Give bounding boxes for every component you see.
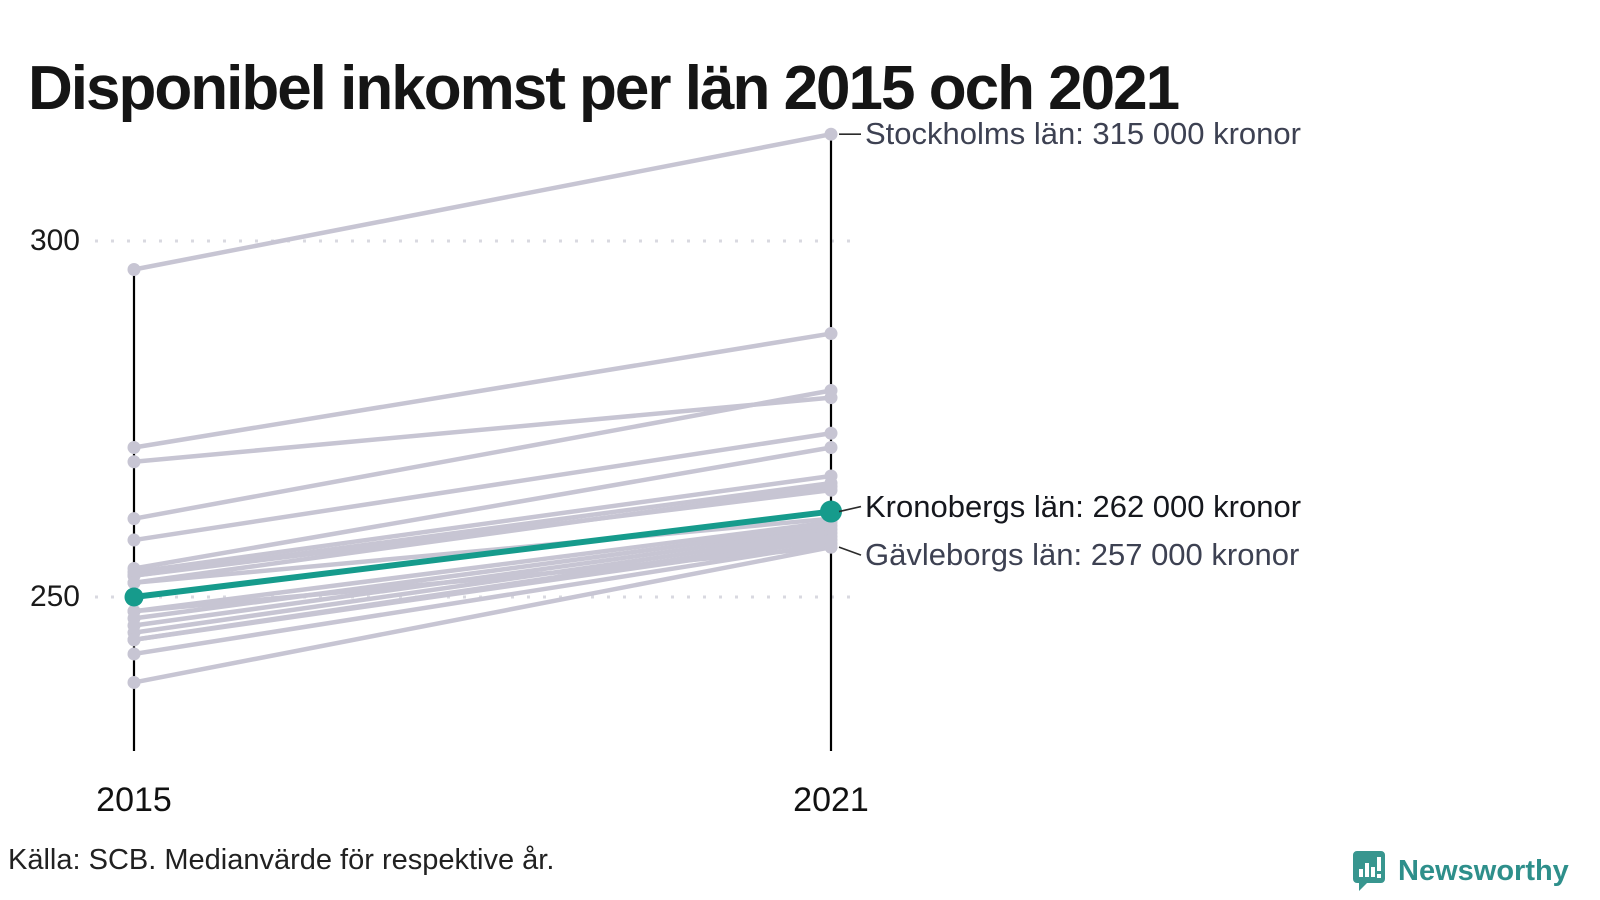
- data-point-2021: [824, 540, 838, 554]
- y-axis-tick-250: 250: [29, 580, 80, 613]
- slope-line: [131, 473, 834, 575]
- highlight-point-2015: [124, 587, 144, 607]
- data-point-2015: [127, 512, 141, 526]
- data-point-2015: [127, 262, 141, 276]
- data-point-2015: [127, 675, 141, 689]
- data-point-2015: [127, 647, 141, 661]
- annotation-kronobergs-lan: Kronobergs län: 262 000 kronor: [865, 488, 1302, 524]
- data-point-2021: [824, 127, 838, 141]
- slope-line: [131, 544, 834, 614]
- slope-line: [131, 331, 834, 450]
- data-point-2015: [127, 633, 141, 647]
- slope-line: [131, 395, 834, 464]
- newsworthy-logo-text: Newsworthy: [1398, 855, 1569, 887]
- data-point-2015: [127, 576, 141, 590]
- highlight-point-2021: [820, 500, 842, 523]
- annotation-connector: [838, 546, 862, 556]
- slope-line: [131, 131, 834, 272]
- data-point-2015: [127, 440, 141, 454]
- data-point-2015: [127, 604, 141, 618]
- newsworthy-logo[interactable]: Newsworthy: [1352, 848, 1569, 894]
- data-point-2015: [127, 533, 141, 547]
- x-axis-label-2015: 2015: [96, 781, 172, 819]
- data-point-2021: [824, 384, 838, 398]
- slope-line: [131, 541, 834, 657]
- annotation-gavleborgs-lan: Gävleborgs län: 257 000 kronor: [865, 537, 1300, 573]
- slope-line: [131, 484, 834, 586]
- data-point-2021: [824, 480, 838, 494]
- slope-line: [131, 430, 834, 543]
- slope-line: [131, 519, 834, 614]
- slope-line: [131, 544, 834, 685]
- slope-line: [131, 516, 834, 586]
- slope-line-highlighted: [131, 508, 834, 600]
- data-point-2021: [824, 426, 838, 440]
- newsworthy-speech-bubble-bar-chart-icon: [1352, 849, 1386, 893]
- x-axis-label-2021: 2021: [793, 781, 869, 819]
- data-point-2021: [824, 327, 838, 341]
- data-point-2021: [824, 440, 838, 454]
- data-point-2015: [127, 455, 141, 469]
- y-axis-tick-300: 300: [29, 224, 80, 257]
- annotation-stockholms-lan: Stockholms län: 315 000 kronor: [865, 116, 1301, 152]
- slope-line: [131, 445, 834, 571]
- annotation-connector: [838, 505, 862, 513]
- slope-line: [131, 530, 834, 635]
- chart-title: Disponibel inkomst per län 2015 och 2021: [28, 53, 1180, 123]
- source-note: Källa: SCB. Medianvärde för respektive å…: [8, 844, 555, 876]
- slope-line: [131, 388, 834, 521]
- slope-line: [131, 523, 834, 621]
